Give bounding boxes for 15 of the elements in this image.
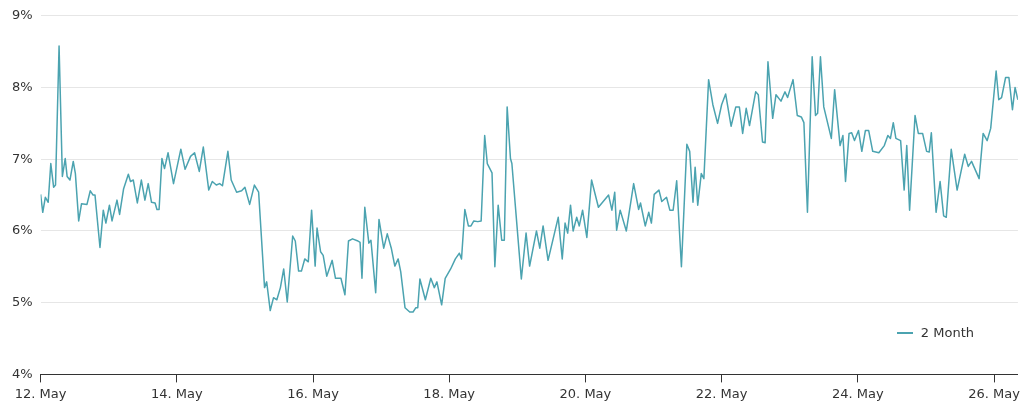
x-tick-label: 20. May <box>559 385 612 401</box>
y-tick-label: 6% <box>12 222 33 238</box>
x-tick-label: 16. May <box>287 385 340 401</box>
x-tick-label: 12. May <box>14 385 67 401</box>
y-tick-label: 5% <box>12 294 33 310</box>
y-tick-label: 7% <box>12 150 33 166</box>
x-tick-label: 14. May <box>150 385 203 401</box>
legend-label: 2 Month <box>920 325 974 340</box>
y-tick-label: 9% <box>12 7 33 23</box>
x-tick-label: 18. May <box>423 385 476 401</box>
y-tick-label: 4% <box>12 365 33 381</box>
x-tick-label: 26. May <box>968 385 1021 401</box>
x-tick-label: 24. May <box>831 385 884 401</box>
y-tick-label: 8% <box>12 78 33 94</box>
x-tick-label: 22. May <box>695 385 748 401</box>
